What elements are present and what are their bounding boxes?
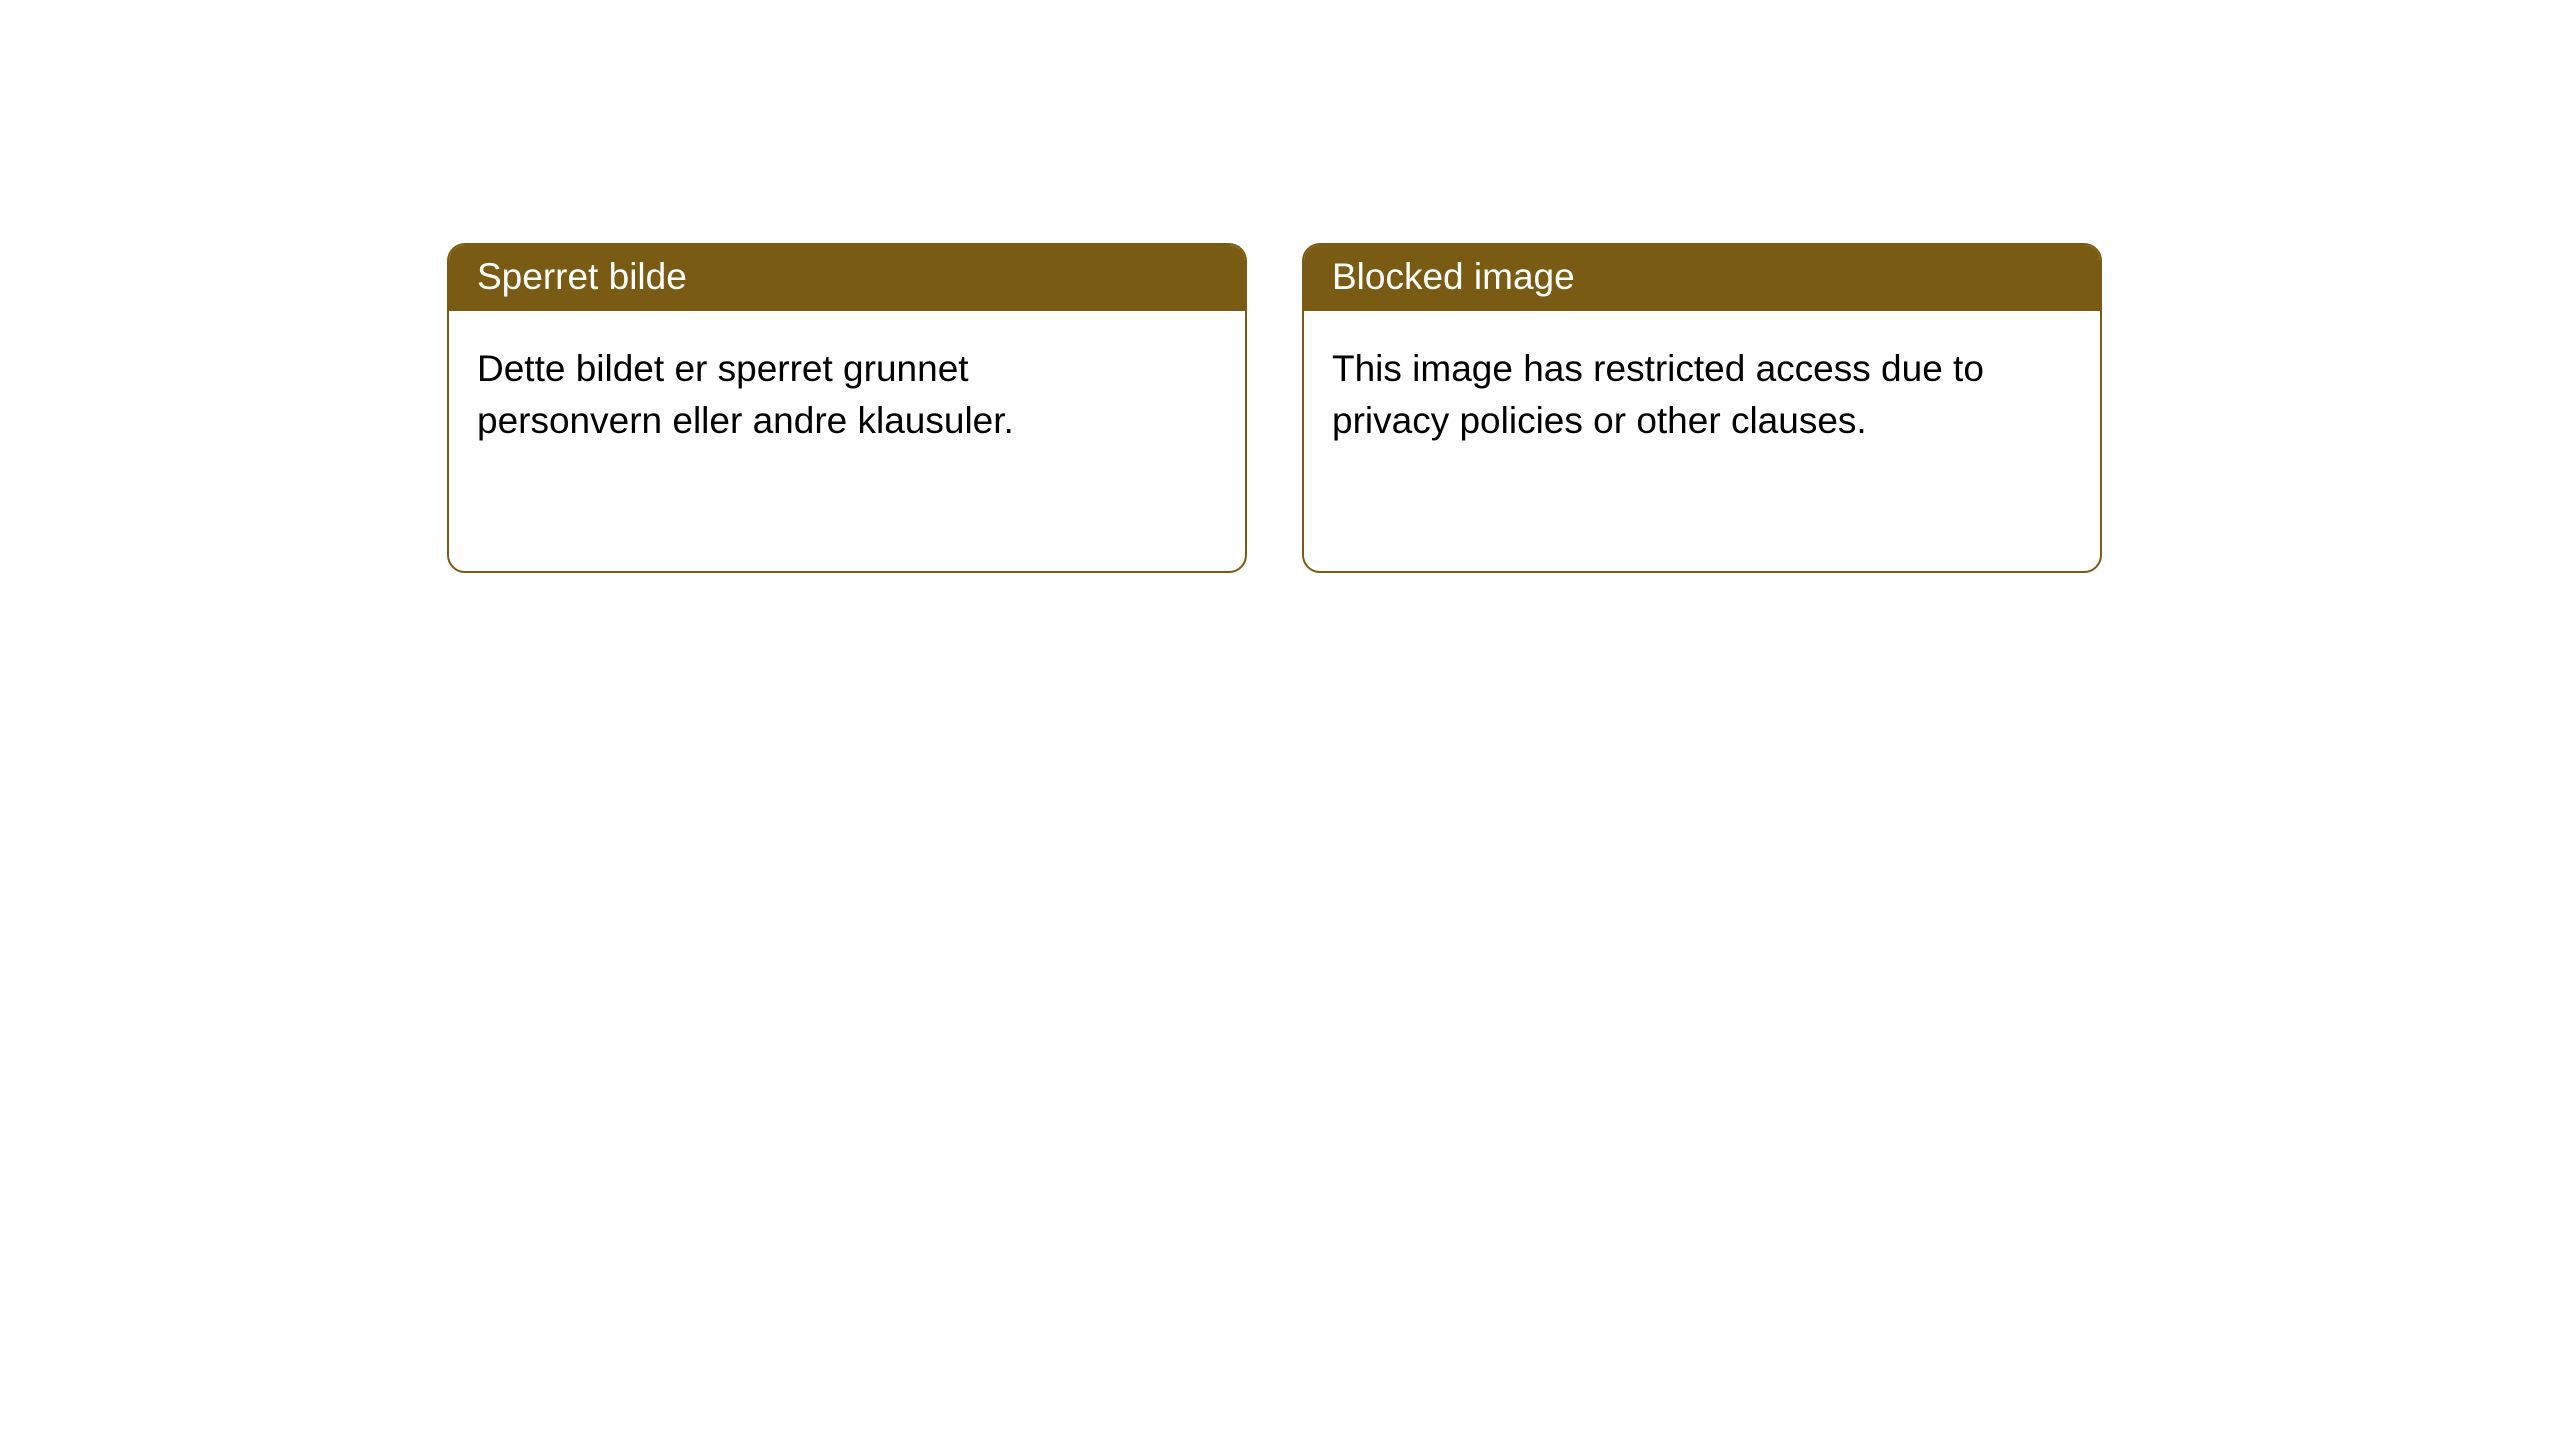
card-header: Blocked image [1304, 245, 2100, 311]
card-body: This image has restricted access due to … [1304, 311, 2100, 571]
notice-card-english: Blocked image This image has restricted … [1302, 243, 2102, 573]
notice-cards-container: Sperret bilde Dette bildet er sperret gr… [447, 243, 2102, 573]
card-body: Dette bildet er sperret grunnet personve… [449, 311, 1245, 571]
card-header-text: Blocked image [1332, 256, 1575, 297]
card-header-text: Sperret bilde [477, 256, 687, 297]
card-body-text: Dette bildet er sperret grunnet personve… [477, 343, 1157, 447]
card-body-text: This image has restricted access due to … [1332, 343, 2012, 447]
notice-card-norwegian: Sperret bilde Dette bildet er sperret gr… [447, 243, 1247, 573]
card-header: Sperret bilde [449, 245, 1245, 311]
